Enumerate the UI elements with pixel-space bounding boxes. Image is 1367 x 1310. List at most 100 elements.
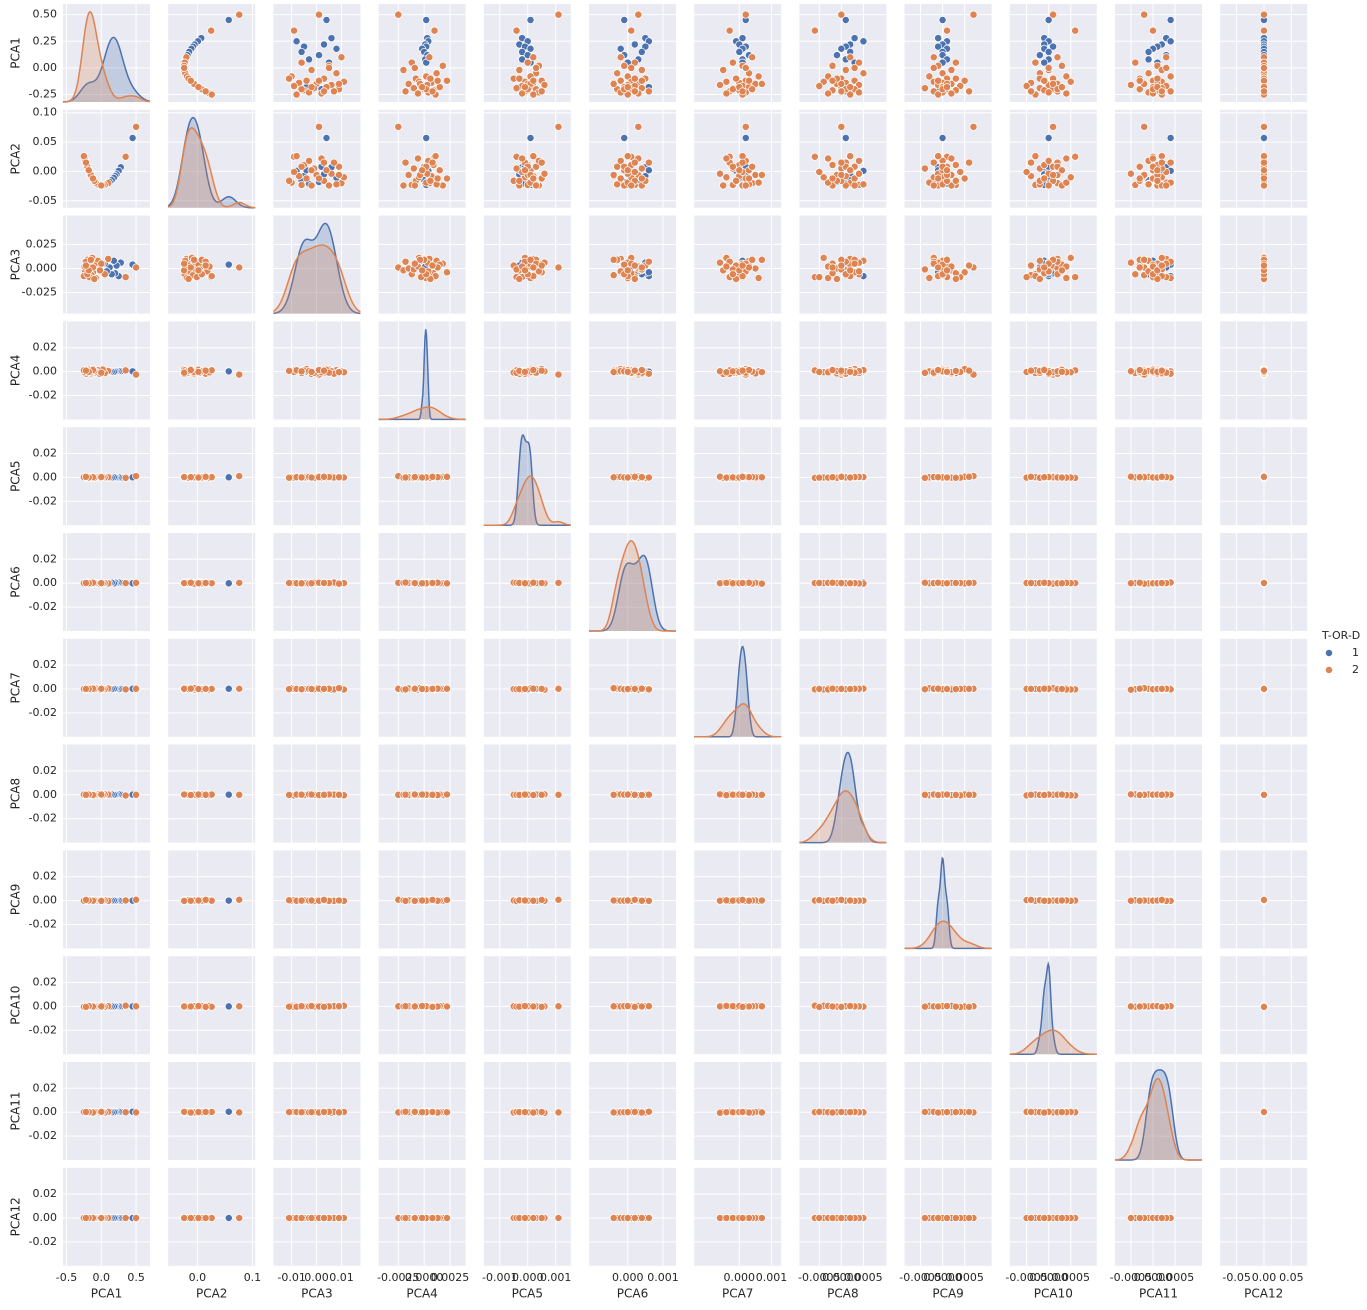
- scatter-point: [516, 275, 523, 282]
- scatter-point: [716, 81, 723, 88]
- y-tick-label: 0.02: [33, 446, 58, 459]
- y-tick-label: -0.02: [29, 388, 57, 401]
- scatter-point: [530, 91, 537, 98]
- panel: [484, 427, 571, 525]
- scatter-point: [716, 368, 723, 375]
- y-tick-label: 0.05: [33, 135, 58, 148]
- scatter-point: [742, 123, 749, 130]
- scatter-point: [208, 273, 215, 280]
- scatter-point: [1127, 368, 1134, 375]
- scatter-point: [202, 473, 209, 480]
- scatter-point: [1141, 256, 1148, 263]
- scatter-point: [1260, 175, 1267, 182]
- scatter-point: [411, 791, 418, 798]
- scatter-point: [132, 264, 139, 271]
- scatter-point: [555, 371, 562, 378]
- scatter-point: [952, 686, 959, 693]
- scatter-point: [723, 78, 730, 85]
- panel: [694, 639, 781, 737]
- y-tick-label: 0.025: [26, 237, 58, 250]
- scatter-point: [308, 474, 315, 481]
- scatter-point: [402, 258, 409, 265]
- scatter-point: [745, 897, 752, 904]
- scatter-point: [225, 580, 232, 587]
- panel: [379, 321, 466, 419]
- scatter-point: [943, 83, 950, 90]
- scatter-point: [530, 791, 537, 798]
- scatter-point: [739, 367, 746, 374]
- scatter-point: [716, 259, 723, 266]
- scatter-point: [930, 64, 937, 71]
- scatter-point: [628, 182, 635, 189]
- scatter-point: [190, 256, 197, 263]
- scatter-point: [429, 262, 436, 269]
- scatter-point: [829, 685, 836, 692]
- scatter-point: [631, 41, 638, 48]
- scatter-point: [1041, 897, 1048, 904]
- y-tick-label: 0.00: [33, 682, 58, 695]
- scatter-point: [1045, 64, 1052, 71]
- scatter-point: [758, 256, 765, 263]
- scatter-point: [1032, 153, 1039, 160]
- scatter-point: [1145, 56, 1152, 63]
- scatter-point: [427, 75, 434, 82]
- scatter-point: [645, 474, 652, 481]
- scatter-point: [98, 897, 105, 904]
- scatter-point: [847, 54, 854, 61]
- scatter-point: [749, 86, 756, 93]
- scatter-point: [402, 88, 409, 95]
- scatter-point: [855, 89, 862, 96]
- scatter-point: [1158, 88, 1165, 95]
- scatter-point: [1072, 27, 1079, 34]
- legend-title: T-OR-D: [1321, 629, 1360, 642]
- scatter-point: [335, 80, 342, 87]
- scatter-point: [935, 791, 942, 798]
- scatter-point: [736, 48, 743, 55]
- scatter-point: [723, 174, 730, 181]
- scatter-point: [98, 260, 105, 267]
- scatter-point: [758, 368, 765, 375]
- scatter-point: [320, 41, 327, 48]
- scatter-point: [1132, 59, 1139, 66]
- scatter-point: [624, 474, 631, 481]
- panel: [799, 321, 886, 419]
- scatter-point: [645, 897, 652, 904]
- scatter-point: [739, 88, 746, 95]
- panel: [905, 745, 992, 843]
- scatter-point: [1158, 791, 1165, 798]
- panel: [484, 639, 571, 737]
- scatter-point: [742, 64, 749, 71]
- y-tick-label: -0.02: [29, 917, 57, 930]
- scatter-point: [308, 66, 315, 73]
- scatter-point: [443, 580, 450, 587]
- scatter-point: [1058, 474, 1065, 481]
- scatter-point: [970, 123, 977, 130]
- scatter-point: [624, 791, 631, 798]
- scatter-point: [1163, 182, 1170, 189]
- scatter-point: [935, 579, 942, 586]
- scatter-point: [443, 77, 450, 84]
- panel-background: [694, 110, 781, 208]
- scatter-point: [429, 579, 436, 586]
- scatter-point: [410, 165, 417, 172]
- scatter-point: [325, 182, 332, 189]
- panel: [1220, 427, 1307, 525]
- panel: [799, 4, 886, 102]
- scatter-point: [716, 473, 723, 480]
- scatter-point: [443, 685, 450, 692]
- scatter-point: [820, 254, 827, 261]
- scatter-point: [513, 85, 520, 92]
- scatter-point: [838, 896, 845, 903]
- scatter-point: [1045, 157, 1052, 164]
- scatter-point: [298, 897, 305, 904]
- scatter-point: [521, 580, 528, 587]
- scatter-point: [122, 792, 129, 799]
- scatter-point: [720, 66, 727, 73]
- scatter-point: [521, 685, 528, 692]
- scatter-point: [739, 579, 746, 586]
- scatter-point: [202, 262, 209, 269]
- scatter-point: [1260, 579, 1267, 586]
- scatter-point: [527, 16, 534, 23]
- scatter-point: [80, 153, 87, 160]
